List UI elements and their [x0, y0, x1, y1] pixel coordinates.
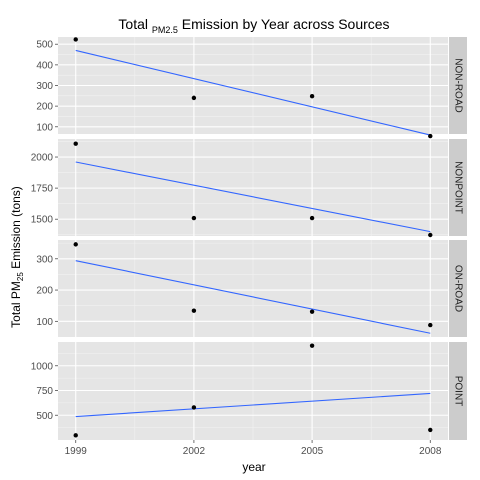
trend-line-non-road — [75, 49, 431, 136]
data-point-point-2002 — [191, 405, 197, 410]
data-point-nonpoint-2002 — [191, 215, 197, 221]
x-tick-label: 2005 — [301, 446, 324, 457]
y-tick-label: 1000 — [31, 361, 54, 372]
y-tick-label: 400 — [36, 60, 53, 71]
data-point-nonpoint-2005 — [309, 215, 315, 221]
data-point-non-road-1999 — [73, 37, 78, 42]
data-point-nonpoint-1999 — [73, 141, 78, 146]
trend-line-point — [75, 392, 431, 418]
y-axis-title-subscript: 25 — [16, 272, 25, 281]
data-point-on-road-2008 — [428, 322, 433, 328]
x-tick-label: 2002 — [183, 446, 206, 457]
data-point-on-road-2002 — [191, 308, 197, 313]
data-point-point-1999 — [73, 433, 78, 438]
y-tick-label: 2000 — [31, 153, 54, 164]
facet-strip — [449, 139, 467, 236]
chart-title-subscript: PM2.5 — [152, 25, 178, 35]
panel-point: 500 750 1000 POINT — [31, 342, 467, 440]
y-tick-label: 300 — [36, 81, 53, 92]
facet-strip — [449, 240, 467, 337]
panel-on-road: 100 200 300 ON-ROAD — [36, 240, 467, 337]
y-axis-title: Total PM25 Emission (tons) — [9, 186, 25, 328]
y-tick-label: 200 — [36, 102, 53, 113]
y-tick-label: 1500 — [31, 215, 54, 226]
y-axis-title-suffix: Emission (tons) — [9, 186, 23, 272]
data-point-point-2005 — [309, 343, 315, 348]
trend-line-on-road — [75, 260, 431, 334]
y-tick-label: 500 — [36, 40, 53, 51]
data-point-on-road-1999 — [73, 242, 78, 247]
panel-nonpoint: 1500 1750 2000 NONPOINT — [31, 139, 467, 238]
facet-strip — [449, 342, 467, 440]
data-point-non-road-2008 — [428, 133, 433, 139]
x-tick-label: 2008 — [419, 446, 442, 457]
data-point-non-road-2002 — [191, 95, 197, 101]
data-point-nonpoint-2008 — [428, 232, 433, 238]
y-tick-label: 750 — [36, 386, 53, 397]
data-point-point-2008 — [428, 427, 433, 433]
y-tick-label: 1750 — [31, 184, 54, 195]
x-axis: 1999 2002 2005 2008 — [65, 440, 442, 457]
data-point-on-road-2005 — [309, 309, 315, 314]
facet-strip-label-nonpoint: NONPOINT — [453, 161, 464, 214]
facet-strip-label-non-road: NON-ROAD — [453, 58, 464, 112]
data-point-non-road-2005 — [309, 94, 315, 99]
facet-panels: 100 200 300 400 500 NON-ROAD 1500 1750 2000 NONPO… — [31, 37, 467, 440]
chart-title-prefix: Total — [118, 16, 151, 32]
y-tick-label: 200 — [36, 286, 53, 297]
panel-non-road: 100 200 300 400 500 NON-ROAD — [36, 37, 467, 139]
y-tick-label: 100 — [36, 317, 53, 328]
x-tick-label: 1999 — [65, 446, 88, 457]
facet-strip-label-on-road: ON-ROAD — [453, 265, 464, 312]
chart-title-suffix: Emission by Year across Sources — [178, 16, 390, 32]
x-axis-title: year — [242, 460, 265, 474]
y-tick-label: 300 — [36, 254, 53, 265]
y-tick-label: 500 — [36, 411, 53, 422]
chart-title: Total PM2.5 Emission by Year across Sour… — [118, 16, 389, 35]
facet-strip — [449, 37, 467, 134]
y-axis-title-prefix: Total PM — [9, 281, 23, 328]
facet-strip-label-point: POINT — [453, 376, 464, 407]
trend-line-nonpoint — [75, 161, 431, 233]
y-tick-label: 100 — [36, 122, 53, 133]
